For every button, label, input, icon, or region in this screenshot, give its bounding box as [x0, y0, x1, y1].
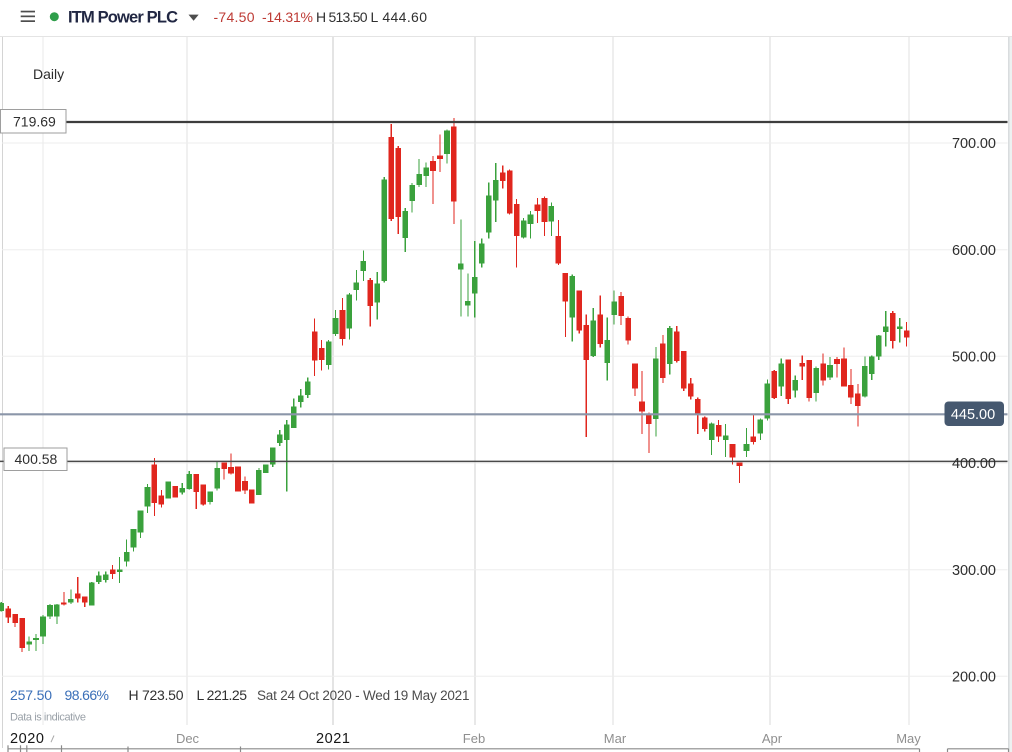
- svg-text:500.00: 500.00: [952, 350, 996, 366]
- svg-text:Dec: Dec: [176, 731, 200, 746]
- svg-text:Apr: Apr: [762, 731, 783, 746]
- svg-text:2021: 2021: [316, 731, 350, 747]
- svg-text:200.00: 200.00: [952, 670, 996, 686]
- svg-text:H 723.50: H 723.50: [129, 687, 184, 703]
- svg-text:Feb: Feb: [463, 731, 485, 746]
- svg-text:719.69: 719.69: [13, 114, 56, 130]
- svg-text:May: May: [896, 731, 921, 746]
- svg-text:445.00: 445.00: [951, 407, 995, 423]
- svg-text:2020: 2020: [10, 731, 44, 747]
- svg-text:400.58: 400.58: [15, 451, 58, 467]
- svg-text:L 444.60: L 444.60: [371, 9, 428, 25]
- svg-text:Data is indicative: Data is indicative: [10, 712, 86, 724]
- svg-text:-14.31%: -14.31%: [262, 9, 313, 25]
- svg-text:700.00: 700.00: [952, 136, 996, 152]
- svg-text:Mar: Mar: [604, 731, 627, 746]
- svg-text:300.00: 300.00: [952, 563, 996, 579]
- svg-text:H 513.50: H 513.50: [316, 9, 368, 25]
- svg-text:Daily: Daily: [33, 66, 64, 82]
- svg-text:L 221.25: L 221.25: [197, 687, 248, 703]
- svg-text:257.50: 257.50: [10, 687, 52, 703]
- svg-text:400.00: 400.00: [952, 456, 996, 472]
- svg-text:ITM Power PLC: ITM Power PLC: [68, 9, 178, 27]
- svg-text:Sat 24 Oct 2020 - Wed 19 May 2: Sat 24 Oct 2020 - Wed 19 May 2021: [257, 688, 470, 703]
- svg-text:98.66%: 98.66%: [65, 687, 110, 703]
- svg-text:-74.50: -74.50: [214, 9, 255, 25]
- svg-text:600.00: 600.00: [952, 243, 996, 259]
